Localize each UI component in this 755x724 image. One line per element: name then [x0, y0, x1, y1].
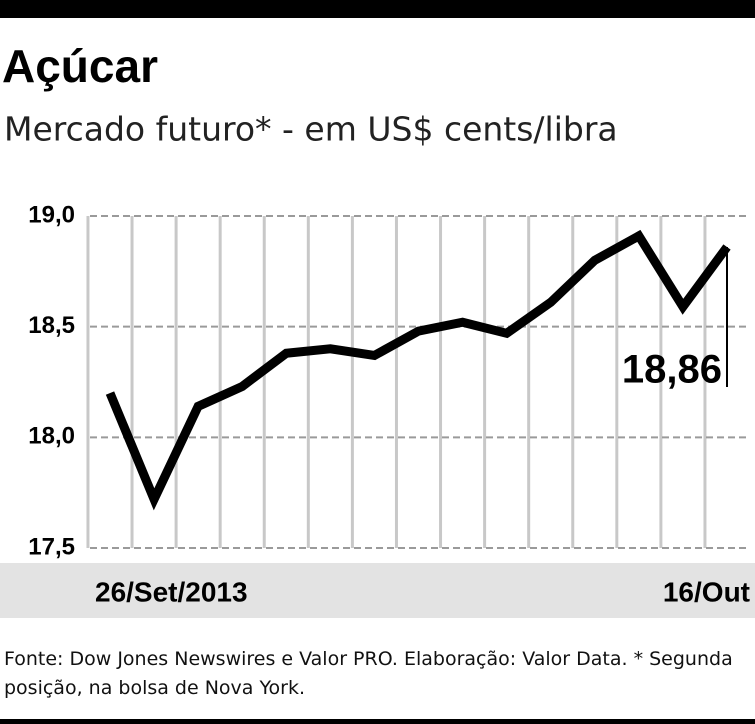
top-bar: [0, 0, 755, 18]
y-tick-label: 18,0: [28, 423, 75, 450]
y-tick-label: 18,5: [28, 312, 75, 339]
y-tick-label: 19,0: [28, 201, 75, 228]
bottom-bar: [0, 719, 755, 724]
value-label: 18,86: [622, 348, 722, 392]
chart-subtitle: Mercado futuro* - em US$ cents/libra: [4, 110, 618, 149]
x-tick-label: 16/Out: [663, 576, 750, 607]
source-note: Fonte: Dow Jones Newswires e Valor PRO. …: [4, 648, 733, 699]
y-tick-label: 17,5: [28, 533, 75, 560]
line-series: [105, 229, 731, 511]
x-axis-band: [0, 563, 755, 618]
x-tick-label: 26/Set/2013: [95, 576, 248, 607]
chart-title: Açúcar: [2, 40, 158, 92]
